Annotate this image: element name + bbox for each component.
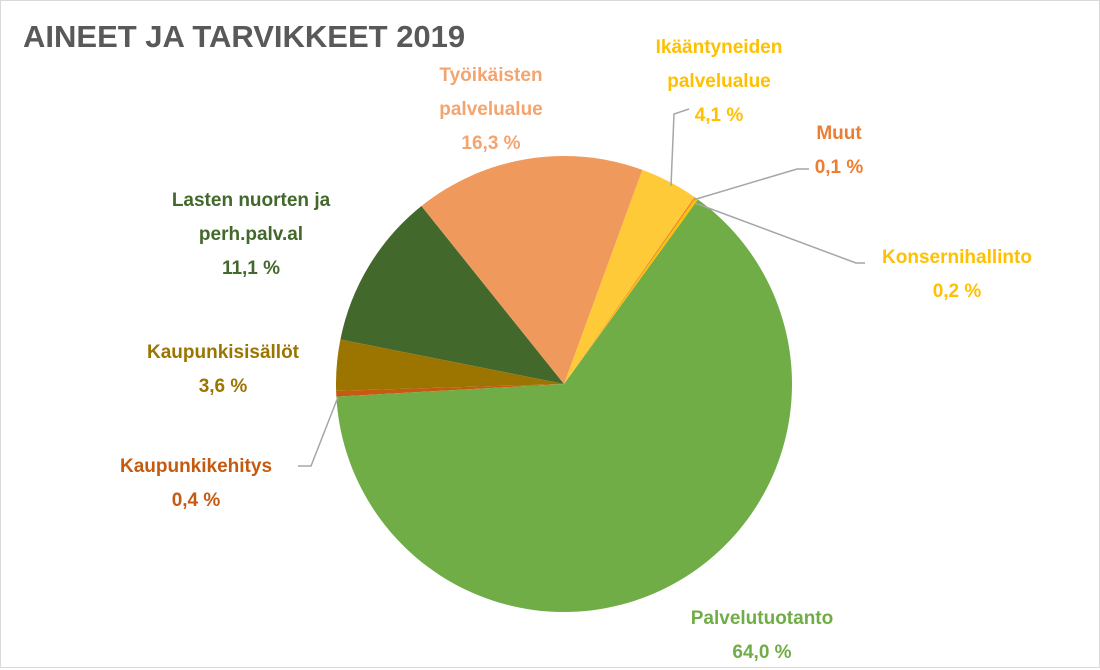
slice [336, 339, 564, 391]
chart-title: AINEET JA TARVIKKEET 2019 [23, 19, 466, 54]
value-label: 0,2 % [932, 281, 982, 302]
value-label: 3,6 % [198, 376, 248, 397]
category-label: Konsernihallinto [882, 247, 1032, 268]
data-label: Lasten nuorten ja perh.palv.al 11,1 % [141, 184, 361, 286]
value-label: 4,1 % [694, 105, 744, 126]
data-label: Kaupunkikehitys 0,4 % [96, 450, 296, 518]
slice [340, 206, 564, 384]
leader-line [692, 168, 809, 201]
category-label: Palvelutuotanto [690, 608, 834, 629]
slice [564, 169, 695, 384]
slice [564, 197, 698, 384]
data-label: Työikäisten palvelualue 16,3 % [416, 59, 566, 161]
category-label: Lasten nuorten ja perh.palv.al [171, 190, 331, 245]
leader-line [298, 396, 339, 467]
data-label: Konsernihallinto 0,2 % [857, 241, 1057, 309]
value-label: 11,1 % [221, 258, 281, 279]
slice [336, 199, 792, 613]
value-label: 0,4 % [171, 490, 221, 511]
category-label: Kaupunkisisällöt [146, 342, 300, 363]
slice [421, 156, 643, 384]
data-label: Muut 0,1 % [779, 117, 899, 185]
slice [564, 196, 696, 384]
leader-lines [298, 108, 865, 467]
category-label: Kaupunkikehitys [119, 456, 273, 477]
leader-line [670, 108, 690, 187]
value-label: 16,3 % [461, 133, 521, 154]
data-label: Palvelutuotanto 64,0 % [662, 602, 862, 670]
data-label: Ikääntyneiden palvelualue 4,1 % [634, 31, 804, 133]
data-label: Kaupunkisisällöt 3,6 % [123, 336, 323, 404]
category-label: Ikääntyneiden palvelualue [655, 37, 783, 92]
category-label: Työikäisten palvelualue [439, 65, 543, 120]
category-label: Muut [816, 123, 862, 144]
leader-line [694, 202, 865, 264]
value-label: 0,1 % [814, 157, 864, 178]
slice [336, 384, 564, 397]
value-label: 64,0 % [732, 642, 792, 663]
